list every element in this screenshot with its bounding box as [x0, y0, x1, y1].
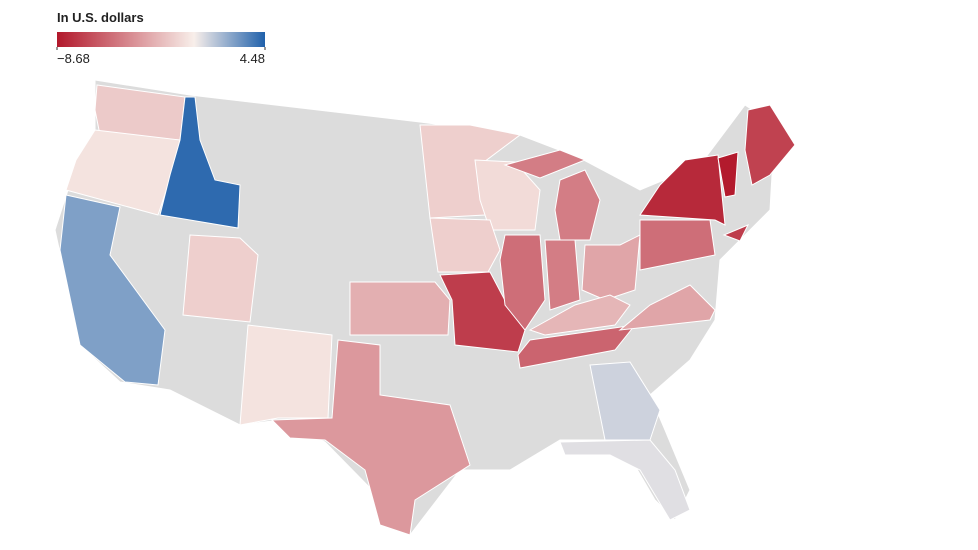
region	[503, 149, 587, 179]
region	[239, 324, 333, 426]
regions	[59, 84, 796, 536]
region	[499, 234, 546, 331]
region	[349, 281, 451, 336]
color-bar	[57, 32, 265, 47]
region	[639, 219, 716, 271]
tick-label: −8.68	[57, 51, 90, 66]
tick-label: 4.48	[240, 51, 265, 66]
region	[722, 224, 750, 242]
region	[744, 104, 796, 186]
region	[639, 154, 726, 226]
region	[182, 234, 259, 323]
region	[429, 217, 501, 273]
region	[159, 96, 241, 229]
region	[439, 271, 526, 353]
region	[544, 239, 581, 311]
region	[59, 194, 166, 386]
region	[717, 151, 739, 198]
region	[517, 324, 637, 369]
region	[618, 284, 716, 331]
region	[581, 234, 641, 301]
region	[554, 169, 601, 241]
region	[589, 361, 661, 441]
region	[528, 294, 631, 336]
region	[559, 439, 691, 521]
region	[270, 339, 471, 536]
legend-title: In U.S. dollars	[57, 10, 144, 25]
